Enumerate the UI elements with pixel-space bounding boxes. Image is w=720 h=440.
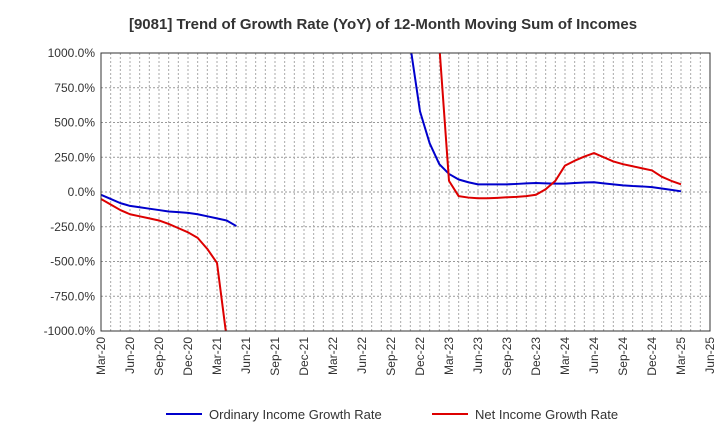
y-tick-label: -750.0% (50, 289, 95, 303)
x-tick-label: Dec-22 (413, 337, 427, 376)
x-tick-label: Sep-21 (268, 337, 282, 376)
x-tick-label: Jun-20 (123, 337, 137, 374)
plot-frame (100, 52, 711, 332)
x-tick-label: Sep-20 (152, 337, 166, 376)
series-1-line (410, 53, 682, 193)
x-tick-label: Mar-22 (326, 337, 340, 375)
series-layer (101, 53, 682, 331)
x-tick-label: Mar-25 (674, 337, 688, 375)
x-tick-label: Jun-24 (587, 337, 601, 374)
y-tick-label: 0.0% (68, 185, 96, 199)
y-tick-label: 500.0% (54, 116, 95, 130)
x-tick-label: Mar-23 (442, 337, 456, 375)
x-tick-label: Mar-20 (94, 337, 108, 375)
series-1-line (101, 193, 237, 227)
series-2-group (101, 53, 682, 331)
x-tick-label: Sep-22 (384, 337, 398, 376)
x-tick-label: Mar-24 (558, 337, 572, 375)
x-tick-label: Jun-25 (703, 337, 717, 374)
chart-legend: Ordinary Income Growth Rate Net Income Gr… (166, 407, 618, 422)
y-tick-label: -250.0% (50, 220, 95, 234)
x-tick-label: Dec-20 (181, 337, 195, 376)
y-tick-label: -1000.0% (44, 324, 96, 338)
grid-layer (101, 52, 710, 332)
x-tick-label: Dec-21 (297, 337, 311, 376)
series-2-line (101, 198, 227, 331)
x-tick-label: Jun-23 (471, 337, 485, 374)
series-2-line (438, 53, 682, 200)
x-tick-label: Jun-22 (355, 337, 369, 374)
x-tick-label: Dec-23 (529, 337, 543, 376)
axis-layer: 1000.0% 750.0% 500.0% 250.0% 0.0% -250.0% -500… (44, 46, 717, 376)
x-tick-label: Mar-21 (210, 337, 224, 375)
legend-label-2: Net Income Growth Rate (475, 407, 618, 422)
chart-title: [9081] Trend of Growth Rate (YoY) of 12-… (129, 16, 637, 33)
series-1-group (101, 53, 682, 227)
x-tick-label: Sep-23 (500, 337, 514, 376)
y-tick-label: 1000.0% (48, 46, 96, 60)
y-tick-label: 750.0% (54, 81, 95, 95)
x-tick-label: Sep-24 (616, 337, 630, 376)
y-tick-label: 250.0% (54, 150, 95, 164)
y-tick-label: -500.0% (50, 255, 95, 269)
legend-label-1: Ordinary Income Growth Rate (209, 407, 382, 422)
x-tick-label: Dec-24 (645, 337, 659, 376)
x-tick-label: Jun-21 (239, 337, 253, 374)
